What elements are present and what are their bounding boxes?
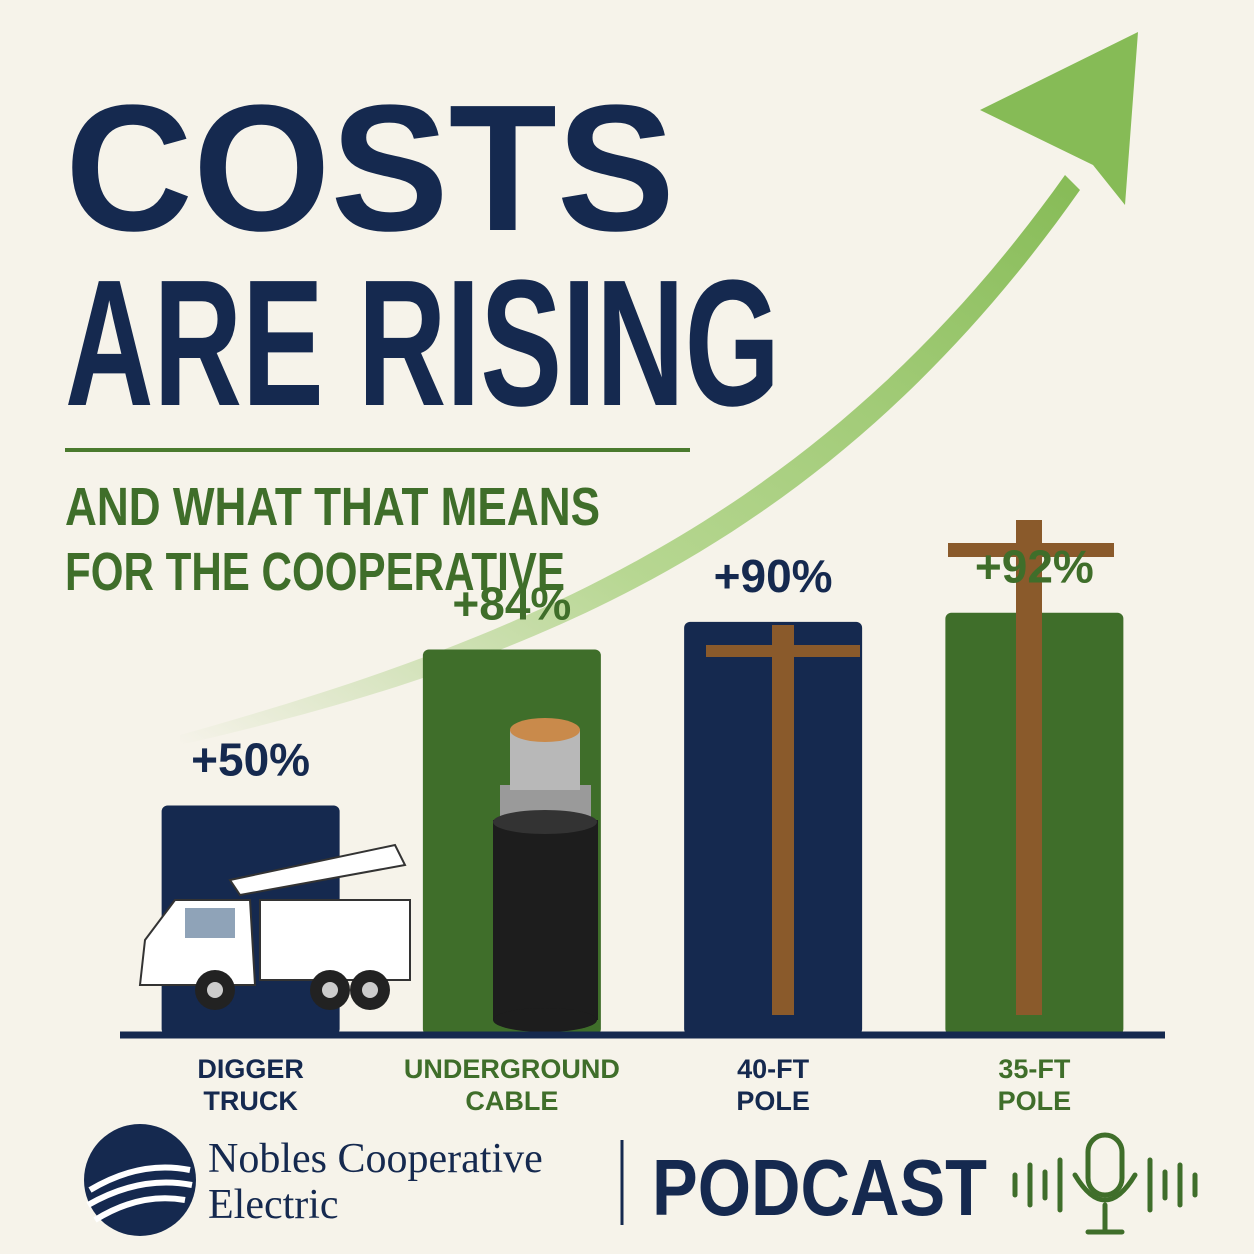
value-label: +84% xyxy=(452,577,571,629)
subtitle: FOR THE COOPERATIVE xyxy=(65,542,565,602)
brand: Nobles Cooperative xyxy=(208,1136,543,1182)
subtitle: AND WHAT THAT MEANS xyxy=(65,477,600,537)
value-label: +92% xyxy=(975,541,1094,593)
cable-icon xyxy=(493,718,598,1032)
truck-icon xyxy=(138,843,411,1010)
pole-icon xyxy=(706,520,1114,1015)
podcast: PODCAST xyxy=(652,1143,987,1232)
mic-icon xyxy=(1012,1132,1198,1235)
category-label: 40-FT POLE xyxy=(736,1054,810,1116)
arrow-head xyxy=(980,32,1138,205)
category-label: UNDERGROUND CABLE xyxy=(403,1054,620,1116)
title: ARE RISING xyxy=(65,243,780,444)
category-label: 35-FT POLE xyxy=(997,1054,1072,1116)
logo-stripes xyxy=(86,1164,193,1223)
illustrations xyxy=(138,520,1114,1032)
brand: Electric xyxy=(208,1182,339,1228)
value-label: +50% xyxy=(191,734,310,786)
category-label: DIGGER TRUCK xyxy=(197,1054,304,1116)
value-label: +90% xyxy=(714,550,833,602)
title: COSTS xyxy=(65,68,675,269)
